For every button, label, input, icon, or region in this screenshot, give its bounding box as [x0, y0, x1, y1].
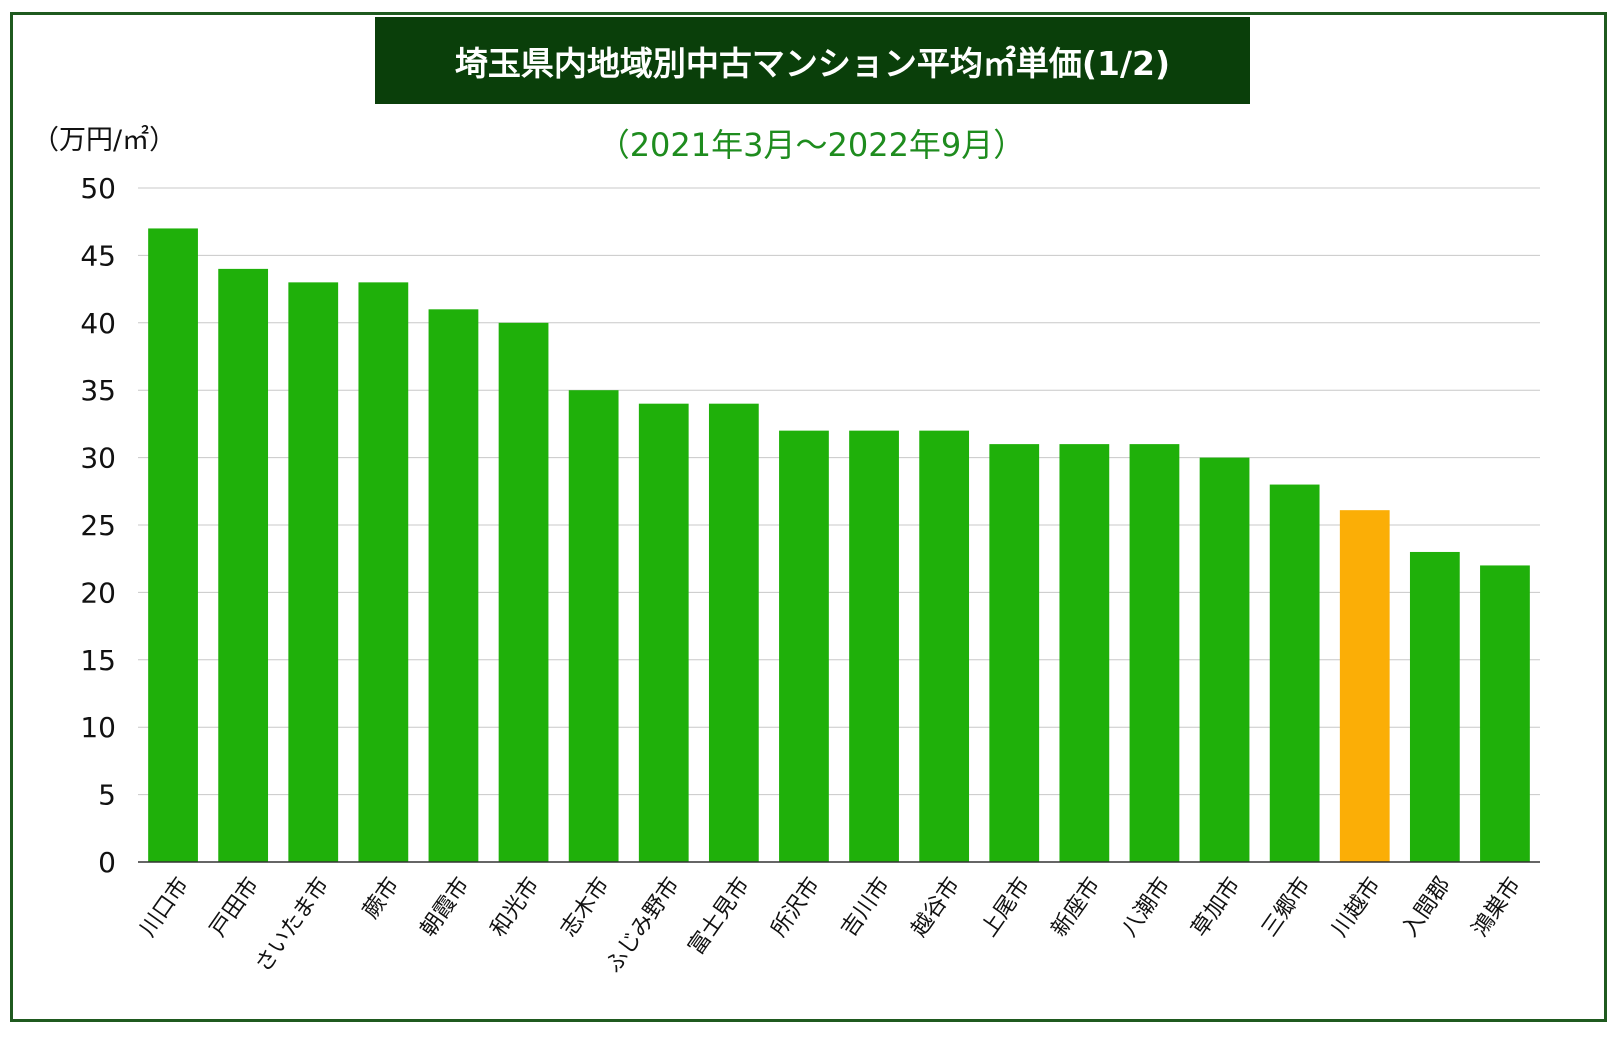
x-tick-label: 朝霞市 — [416, 873, 474, 941]
chart-subtitle: （2021年3月～2022年9月） — [597, 126, 1026, 164]
bar-1 — [148, 228, 198, 862]
y-tick-label: 50 — [80, 172, 116, 205]
x-tick-label: さいたま市 — [251, 873, 334, 977]
x-tick-label: 所沢市 — [767, 873, 825, 941]
bar-17 — [1269, 484, 1320, 862]
y-tick-labels: 0 5 10 15 20 25 30 35 40 45 50 — [80, 172, 116, 879]
bar-16 — [1199, 457, 1250, 862]
bar-8 — [638, 403, 689, 862]
bar-18 — [1339, 510, 1390, 862]
bar-15 — [1129, 444, 1180, 862]
bar-19 — [1409, 551, 1460, 862]
x-tick-label: 志木市 — [556, 873, 614, 941]
x-tick-label: 三郷市 — [1257, 873, 1315, 941]
y-tick-label: 0 — [98, 846, 116, 879]
y-tick-label: 15 — [80, 644, 116, 677]
x-tick-label: 新座市 — [1047, 873, 1105, 941]
bar-11 — [849, 430, 899, 862]
x-tick-label: 富士見市 — [684, 873, 755, 959]
bar-9 — [708, 403, 759, 862]
y-tick-label: 10 — [80, 711, 116, 744]
bar-3 — [288, 282, 339, 862]
x-tick-label: 越谷市 — [907, 873, 965, 941]
x-tick-label: 上尾市 — [977, 873, 1035, 941]
bars — [148, 228, 1530, 862]
y-axis-label: （万円/㎡） — [32, 125, 177, 156]
x-tick-label: 鴻巣市 — [1468, 873, 1526, 941]
y-tick-label: 25 — [80, 509, 116, 542]
bar-20 — [1480, 565, 1530, 862]
x-tick-label: 八潮市 — [1117, 873, 1175, 941]
x-tick-label: 川越市 — [1327, 873, 1385, 941]
y-tick-label: 45 — [80, 239, 116, 272]
x-tick-label: 川口市 — [136, 873, 194, 941]
y-tick-label: 35 — [80, 374, 116, 407]
gridlines — [138, 187, 1540, 796]
chart-title: 埼玉県内地域別中古マンション平均㎡単価(1/2) — [375, 17, 1250, 104]
bar-13 — [989, 444, 1040, 862]
bar-14 — [1059, 444, 1110, 862]
x-tick-label: 和光市 — [486, 873, 544, 941]
bar-5 — [428, 309, 479, 862]
bar-12 — [919, 430, 970, 862]
x-tick-label: 戸田市 — [206, 873, 264, 941]
x-tick-label: 入間郡 — [1397, 873, 1455, 941]
y-tick-label: 40 — [80, 307, 116, 340]
bar-6 — [498, 322, 549, 862]
bar-2 — [218, 268, 269, 862]
x-tick-label: 蕨市 — [359, 873, 405, 923]
bar-4 — [358, 282, 409, 862]
bar-10 — [779, 430, 829, 862]
y-tick-label: 30 — [80, 442, 116, 475]
y-tick-label: 20 — [80, 576, 116, 609]
y-tick-label: 5 — [98, 779, 116, 812]
x-tick-label: 吉川市 — [837, 873, 895, 941]
x-tick-label: 草加市 — [1187, 873, 1245, 941]
bar-7 — [568, 390, 619, 862]
